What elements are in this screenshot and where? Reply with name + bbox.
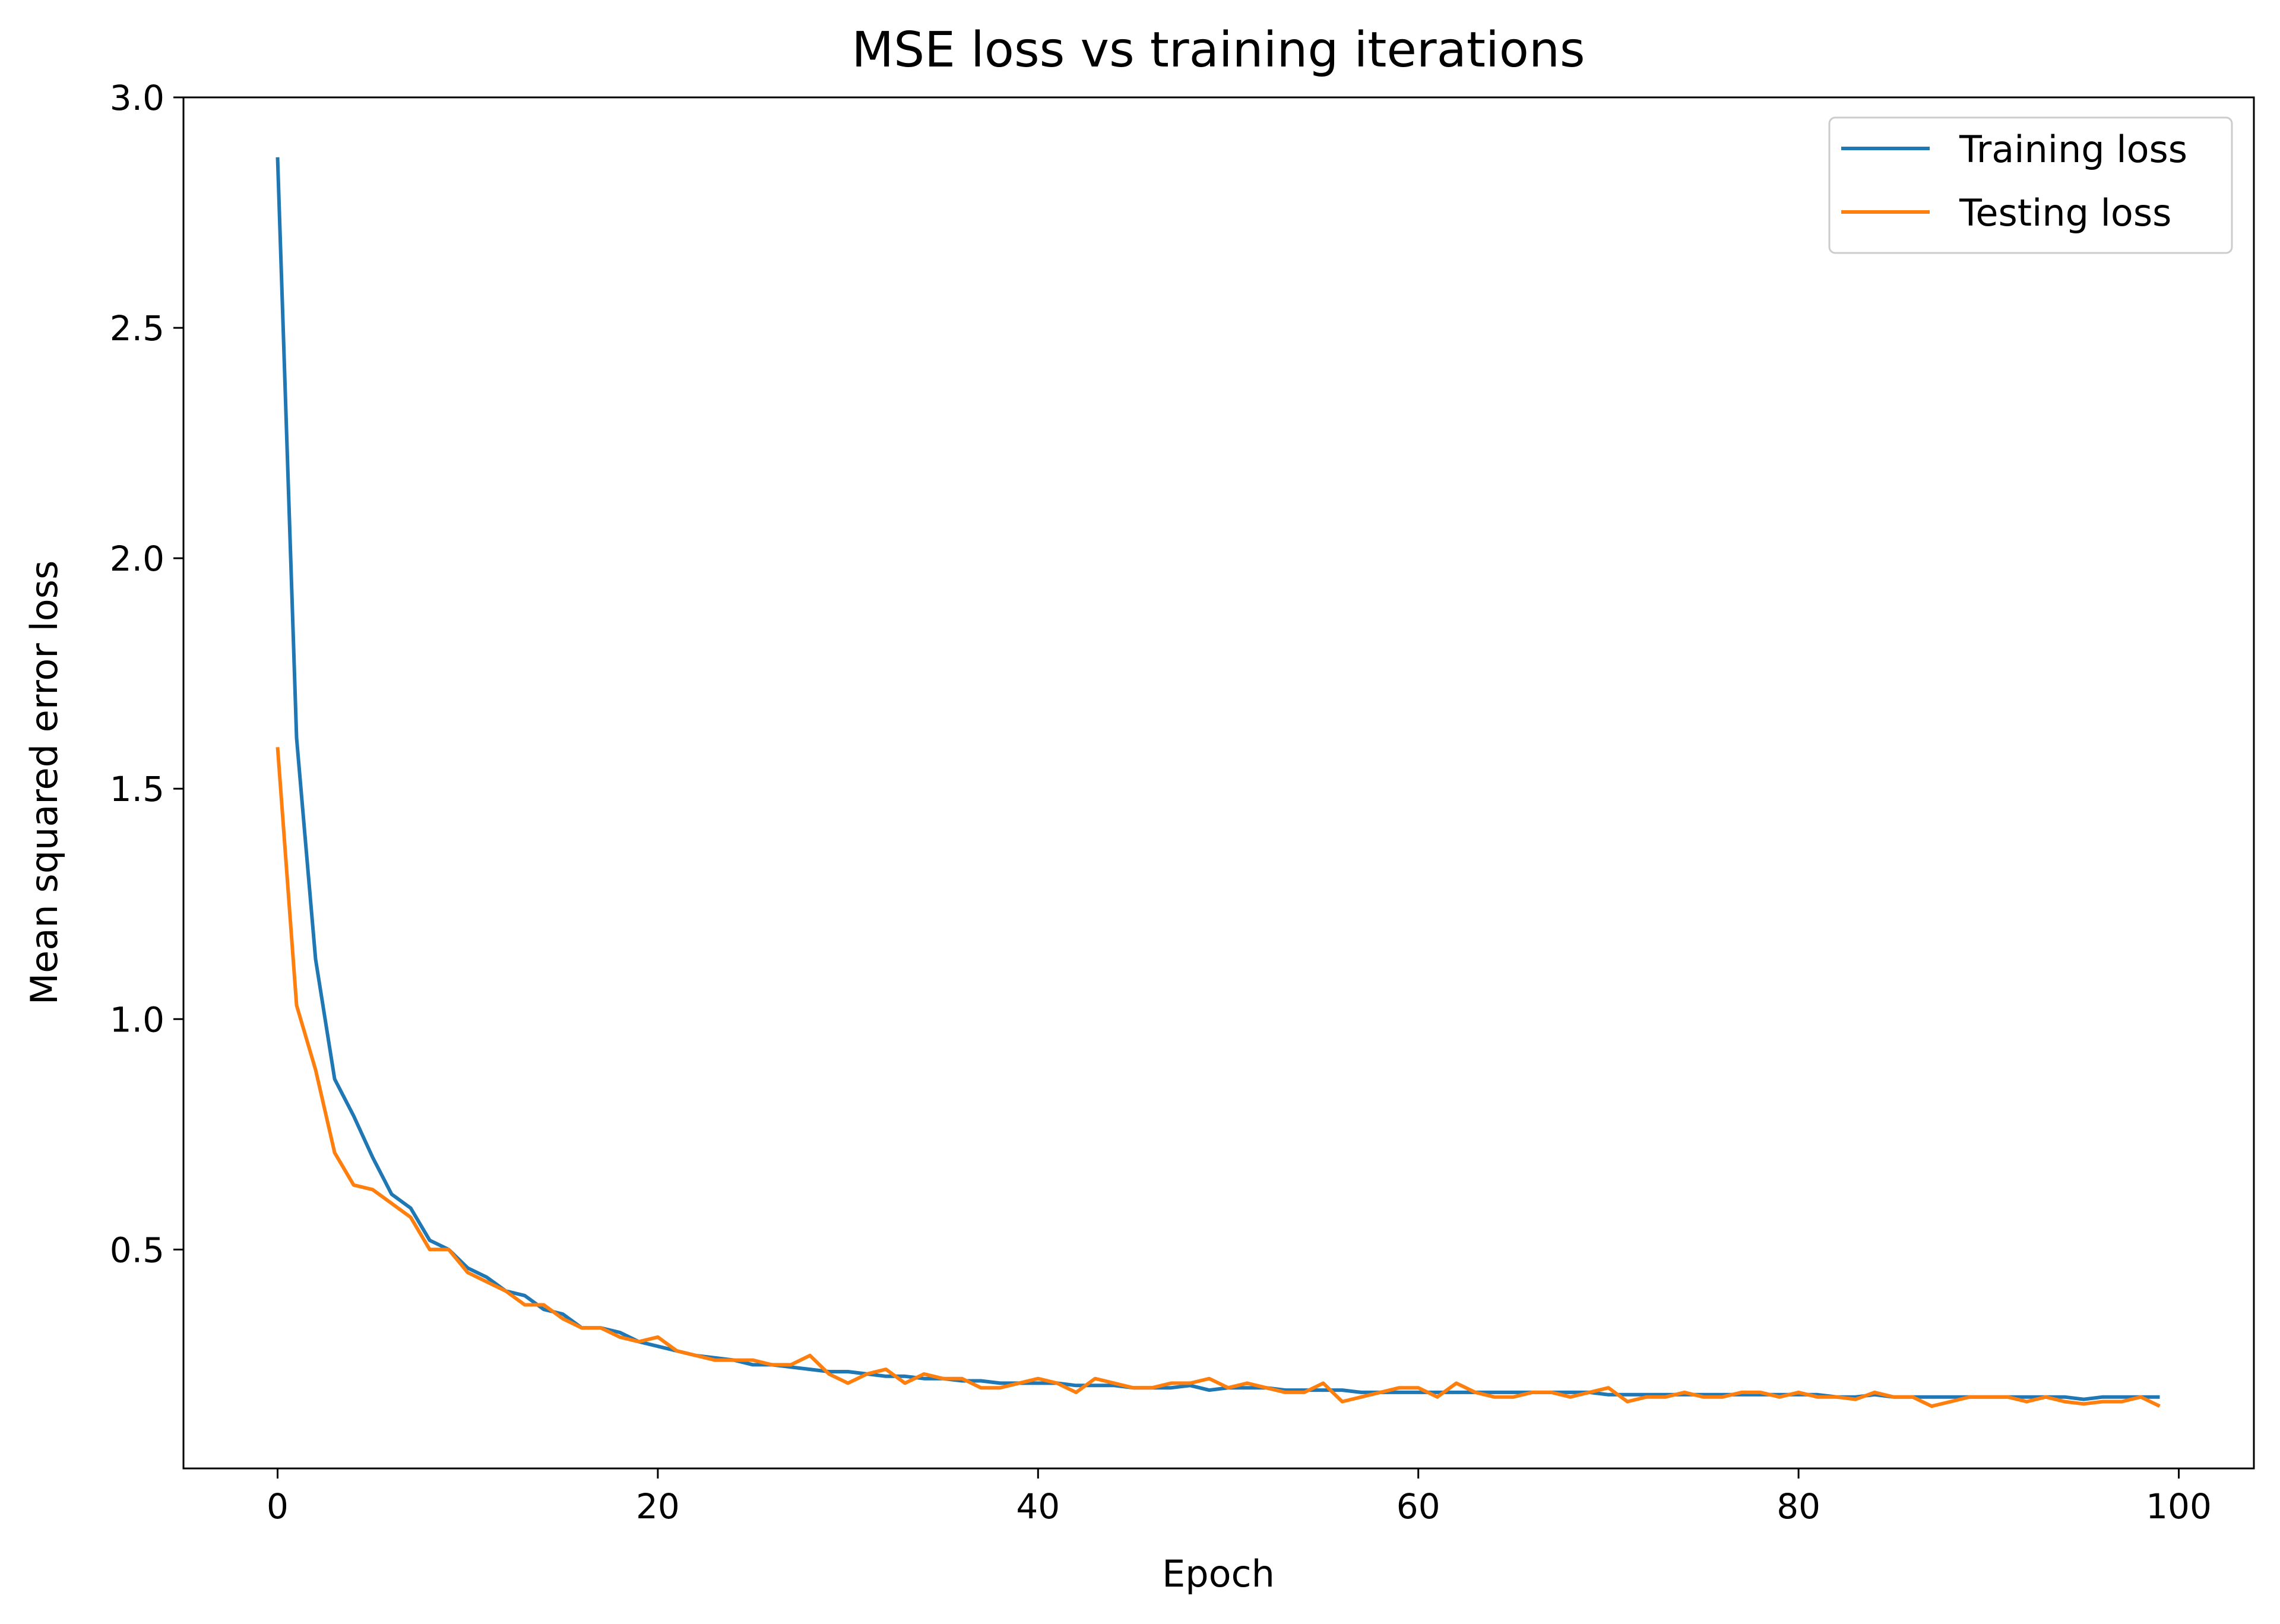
legend-box [1828, 116, 2233, 254]
x-tick-label: 100 [2146, 1486, 2212, 1527]
plot-frame [182, 96, 2255, 1470]
chart-title: MSE loss vs training iterations [851, 22, 1585, 78]
y-tick-label: 3.0 [110, 78, 164, 118]
y-tick-label: 1.5 [110, 769, 164, 809]
legend-label-training: Training loss [1959, 128, 2187, 171]
legend: Training loss Testing loss [1828, 116, 2233, 254]
x-axis-label: Epoch [1162, 1552, 1275, 1595]
y-tick-label: 2.0 [110, 539, 164, 579]
y-tick-label: 1.0 [110, 999, 164, 1040]
y-tick-label: 0.5 [110, 1230, 164, 1270]
x-tick-label: 60 [1396, 1486, 1440, 1527]
series-line-testing-loss [276, 747, 2161, 1408]
x-tick-label: 80 [1776, 1486, 1820, 1527]
x-axis-ticks: 0 20 40 60 80 100 [267, 1468, 2212, 1527]
y-axis-ticks: 0.5 1.0 1.5 2.0 2.5 3.0 [110, 78, 183, 1270]
x-tick-label: 20 [636, 1486, 680, 1527]
y-tick-label: 2.5 [110, 308, 164, 349]
x-tick-label: 0 [267, 1486, 289, 1527]
plot-lines [276, 157, 2161, 1408]
legend-label-testing: Testing loss [1959, 191, 2171, 235]
y-axis-label: Mean squared error loss [23, 561, 66, 1005]
x-tick-label: 40 [1016, 1486, 1060, 1527]
